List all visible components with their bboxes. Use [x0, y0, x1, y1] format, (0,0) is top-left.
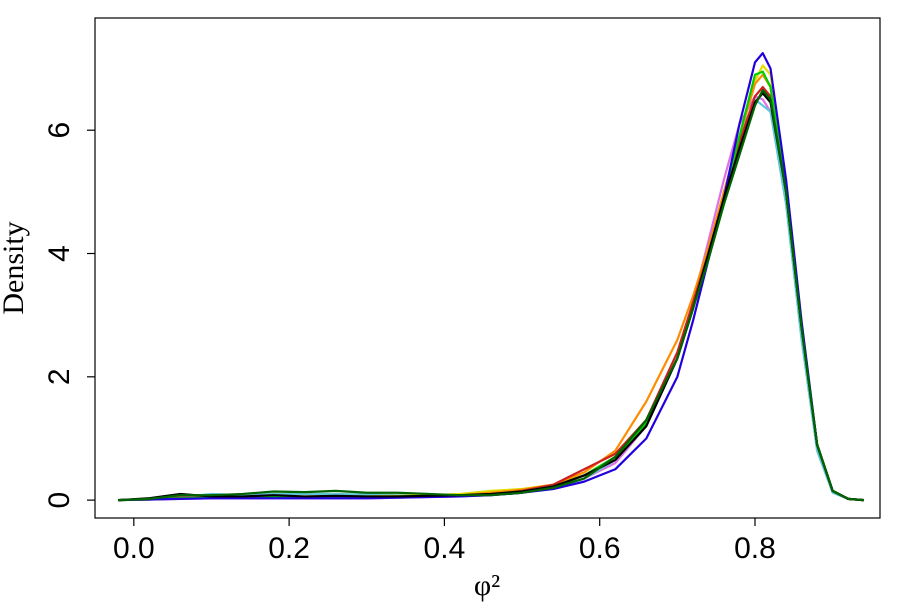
x-tick-label: 0.2	[268, 532, 310, 565]
x-tick-label: 0.0	[113, 532, 155, 565]
density-line	[118, 95, 864, 502]
x-tick-label: 0.4	[424, 532, 466, 565]
density-line	[118, 92, 864, 502]
y-axis-label: Density	[0, 221, 30, 314]
density-line	[118, 70, 864, 502]
x-axis-label: φ²	[474, 569, 500, 602]
density-line	[118, 64, 864, 502]
density-line	[118, 73, 864, 502]
y-tick-label: 0	[43, 492, 76, 509]
density-line	[118, 89, 864, 502]
y-tick-label: 4	[43, 245, 76, 262]
y-tick-label: 6	[43, 122, 76, 139]
y-tick-label: 2	[43, 368, 76, 385]
x-tick-label: 0.8	[734, 532, 776, 565]
density-line	[118, 85, 864, 502]
plot-frame	[94, 17, 881, 519]
density-line	[118, 52, 864, 502]
x-tick-label: 0.6	[579, 532, 621, 565]
density-line	[118, 98, 864, 502]
